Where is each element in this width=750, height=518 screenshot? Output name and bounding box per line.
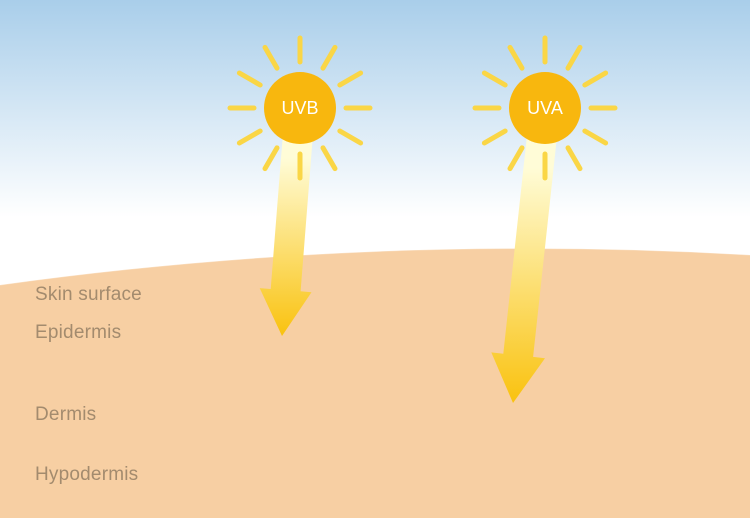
label-epidermis: Epidermis [35, 322, 121, 344]
diagram-svg: UVB UVA [0, 0, 750, 518]
label-dermis: Dermis [35, 404, 96, 426]
uvb-label: UVB [281, 98, 318, 118]
uv-skin-diagram: UVB UVA Skin surface Epidermis Dermis Hypode… [0, 0, 750, 518]
label-skin_surface: Skin surface [35, 284, 142, 306]
uva-label: UVA [527, 98, 563, 118]
label-hypodermis: Hypodermis [35, 464, 138, 486]
